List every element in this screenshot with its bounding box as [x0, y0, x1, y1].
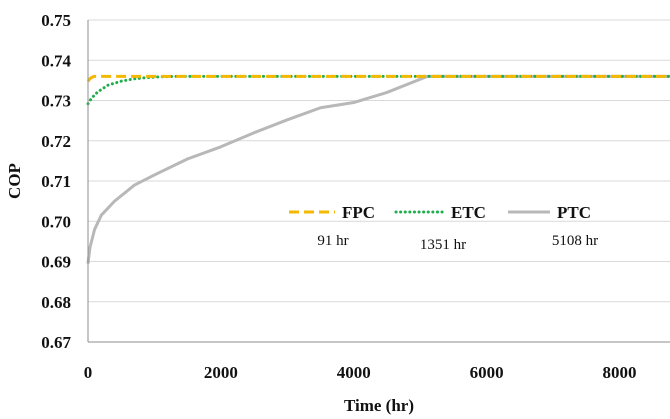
legend-label-fpc: FPC [342, 203, 375, 222]
x-tick-label: 4000 [337, 363, 371, 382]
legend-label-etc: ETC [451, 203, 486, 222]
series-line-ptc [86, 74, 670, 264]
y-tick-label: 0.70 [41, 212, 71, 231]
y-tick-label: 0.75 [41, 11, 71, 30]
x-tick-label: 2000 [204, 363, 238, 382]
y-tick-label: 0.69 [41, 253, 71, 272]
y-tick-label: 0.68 [41, 293, 71, 312]
y-tick-label: 0.74 [41, 51, 71, 70]
legend-note-etc: 1351 hr [420, 237, 466, 253]
y-tick-label: 0.72 [41, 132, 71, 151]
x-tick-label: 8000 [603, 363, 637, 382]
legend-note-fpc: 91 hr [317, 233, 348, 249]
series-line-etc [86, 74, 670, 106]
legend-label-ptc: PTC [557, 203, 591, 222]
x-axis-title: Time (hr) [344, 396, 414, 415]
series-line-fpc [86, 74, 670, 83]
legend-note-ptc: 5108 hr [552, 233, 598, 249]
series-lines [86, 74, 670, 264]
y-tick-label: 0.73 [41, 92, 71, 111]
legend: FPC 91 hr ETC 1351 hr PTC 5108 hr [289, 203, 598, 253]
y-tick-label: 0.67 [41, 333, 71, 352]
x-tick-label: 6000 [470, 363, 504, 382]
x-tick-label: 0 [84, 363, 93, 382]
axes [87, 20, 670, 343]
y-axis-title: COP [5, 163, 24, 199]
x-tick-labels: 0 2000 4000 6000 8000 [84, 363, 637, 382]
y-tick-labels: 0.67 0.68 0.69 0.70 0.71 0.72 0.73 0.74 0.75 [41, 11, 71, 352]
y-tick-label: 0.71 [41, 172, 71, 191]
